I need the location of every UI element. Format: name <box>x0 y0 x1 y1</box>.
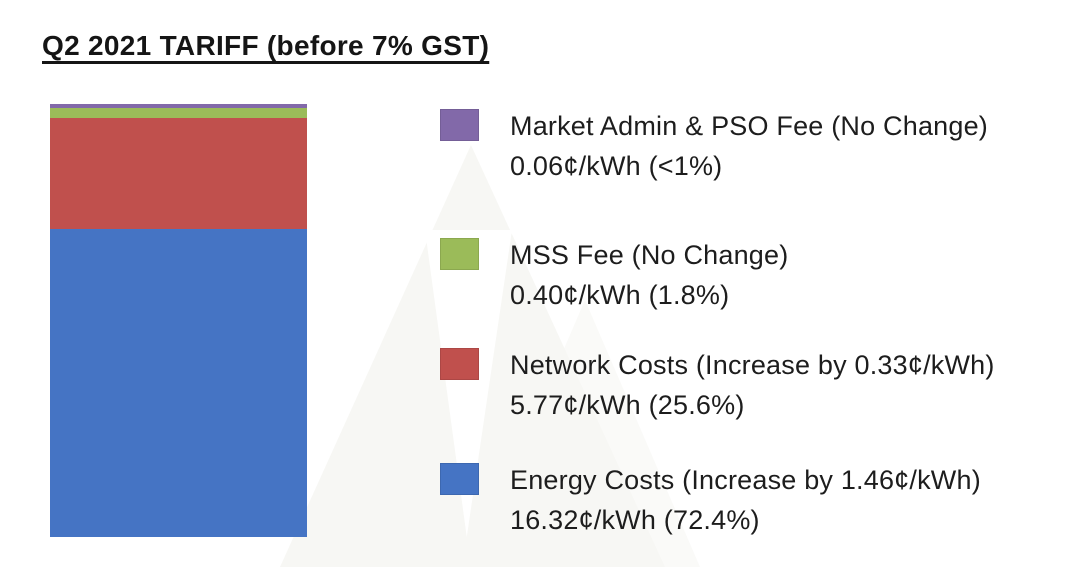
legend-swatch-energy-costs <box>440 463 479 495</box>
legend-text-mss-fee: MSS Fee (No Change) 0.40¢/kWh (1.8%) <box>510 235 788 315</box>
legend-label: Market Admin & PSO Fee (No Change) <box>510 111 988 141</box>
legend-swatch-market-admin-pso-fee <box>440 109 479 141</box>
legend-label: MSS Fee (No Change) <box>510 240 789 270</box>
legend-text-energy-costs: Energy Costs (Increase by 1.46¢/kWh) 16.… <box>510 460 981 540</box>
legend-value: 16.32¢/kWh (72.4%) <box>510 505 760 535</box>
bar-segment-energy-costs <box>50 229 307 537</box>
legend-item-mss-fee: MSS Fee (No Change) 0.40¢/kWh (1.8%) <box>440 235 788 315</box>
legend-value: 0.06¢/kWh (<1%) <box>510 151 723 181</box>
legend-value: 0.40¢/kWh (1.8%) <box>510 280 730 310</box>
legend-label: Energy Costs (Increase by 1.46¢/kWh) <box>510 465 981 495</box>
legend-text-network-costs: Network Costs (Increase by 0.33¢/kWh) 5.… <box>510 345 995 425</box>
bar-segment-market-admin-pso-fee <box>50 104 307 108</box>
page-title: Q2 2021 TARIFF (before 7% GST) <box>42 30 490 61</box>
legend-value: 5.77¢/kWh (25.6%) <box>510 390 745 420</box>
legend-item-energy-costs: Energy Costs (Increase by 1.46¢/kWh) 16.… <box>440 460 981 540</box>
legend-item-network-costs: Network Costs (Increase by 0.33¢/kWh) 5.… <box>440 345 995 425</box>
stacked-bar <box>50 104 307 537</box>
bar-segment-mss-fee <box>50 108 307 118</box>
legend-item-market-admin-pso-fee: Market Admin & PSO Fee (No Change) 0.06¢… <box>440 106 988 186</box>
legend-text-market-admin-pso-fee: Market Admin & PSO Fee (No Change) 0.06¢… <box>510 106 988 186</box>
legend-swatch-mss-fee <box>440 238 479 270</box>
legend-label: Network Costs (Increase by 0.33¢/kWh) <box>510 350 995 380</box>
legend-swatch-network-costs <box>440 348 479 380</box>
bar-segment-network-costs <box>50 118 307 229</box>
